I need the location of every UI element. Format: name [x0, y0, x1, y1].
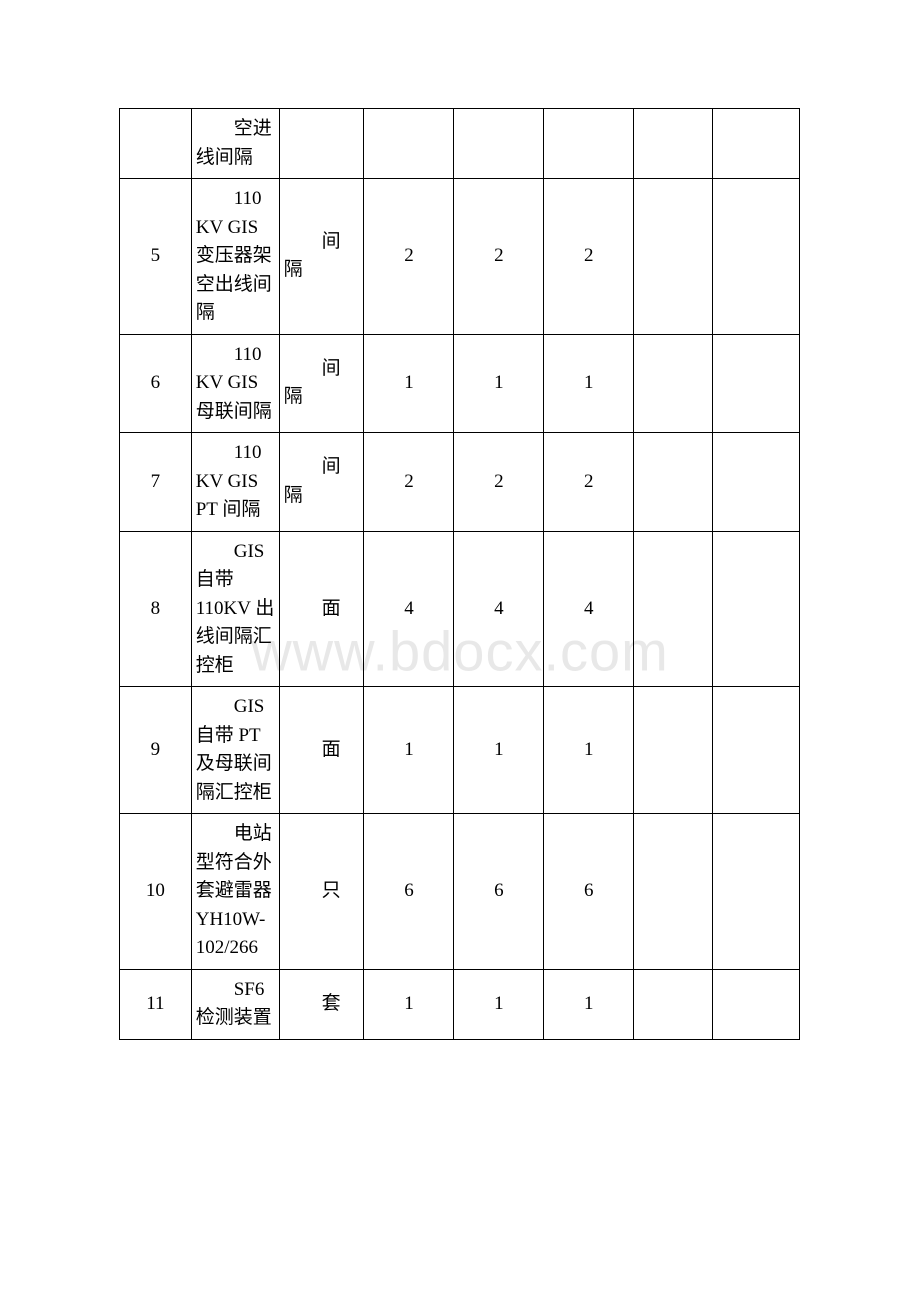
cell-v3: 2	[544, 433, 634, 532]
cell-num: 6	[120, 334, 192, 433]
table-row: 6 110KV GIS 母联间隔 间隔 1 1 1	[120, 334, 800, 433]
cell-v1	[364, 109, 454, 179]
equipment-table: 空进线间隔 5 110KV GIS 变压器架空出线间隔 间隔 2 2 2	[119, 108, 800, 1040]
cell-num: 7	[120, 433, 192, 532]
cell-v2: 2	[454, 179, 544, 335]
cell-desc: 空进线间隔	[191, 109, 279, 179]
cell-num: 8	[120, 531, 192, 687]
cell-v1: 2	[364, 179, 454, 335]
table-row: 7 110KV GIS PT 间隔 间隔 2 2 2	[120, 433, 800, 532]
cell-b2	[713, 969, 800, 1039]
cell-num: 5	[120, 179, 192, 335]
cell-v1: 2	[364, 433, 454, 532]
table-row: 11 SF6 检测装置 套 1 1 1	[120, 969, 800, 1039]
cell-v3: 4	[544, 531, 634, 687]
cell-desc: GIS 自带 110KV 出线间隔汇控柜	[191, 531, 279, 687]
cell-b1	[634, 814, 713, 970]
cell-v1: 1	[364, 687, 454, 814]
table-row: 9 GIS 自带 PT 及母联间隔汇控柜 面 1 1 1	[120, 687, 800, 814]
table-row: 空进线间隔	[120, 109, 800, 179]
table-row: 10 电站型符合外套避雷器 YH10W-102/266 只 6 6 6	[120, 814, 800, 970]
cell-v2: 1	[454, 334, 544, 433]
cell-b1	[634, 433, 713, 532]
cell-desc: 电站型符合外套避雷器 YH10W-102/266	[191, 814, 279, 970]
cell-unit: 面	[279, 687, 364, 814]
cell-v2: 1	[454, 687, 544, 814]
cell-v2: 4	[454, 531, 544, 687]
cell-num: 9	[120, 687, 192, 814]
cell-v1: 1	[364, 334, 454, 433]
cell-unit: 间隔	[279, 179, 364, 335]
cell-num: 10	[120, 814, 192, 970]
cell-desc: SF6 检测装置	[191, 969, 279, 1039]
cell-b1	[634, 179, 713, 335]
cell-desc: 110KV GIS 变压器架空出线间隔	[191, 179, 279, 335]
cell-num: 11	[120, 969, 192, 1039]
cell-v1: 1	[364, 969, 454, 1039]
cell-v3: 1	[544, 334, 634, 433]
cell-v1: 4	[364, 531, 454, 687]
table-body: 空进线间隔 5 110KV GIS 变压器架空出线间隔 间隔 2 2 2	[120, 109, 800, 1040]
cell-unit: 面	[279, 531, 364, 687]
cell-v3: 6	[544, 814, 634, 970]
table-row: 8 GIS 自带 110KV 出线间隔汇控柜 面 4 4 4	[120, 531, 800, 687]
table-row: 5 110KV GIS 变压器架空出线间隔 间隔 2 2 2	[120, 179, 800, 335]
cell-unit: 间隔	[279, 334, 364, 433]
cell-v3	[544, 109, 634, 179]
data-table-container: 空进线间隔 5 110KV GIS 变压器架空出线间隔 间隔 2 2 2	[119, 108, 800, 1040]
cell-b2	[713, 687, 800, 814]
cell-v3: 2	[544, 179, 634, 335]
cell-v2: 2	[454, 433, 544, 532]
cell-v2: 6	[454, 814, 544, 970]
cell-desc: 110KV GIS 母联间隔	[191, 334, 279, 433]
cell-unit: 间隔	[279, 433, 364, 532]
cell-unit	[279, 109, 364, 179]
cell-b1	[634, 969, 713, 1039]
document-page: www.bdocx.com 空进线间隔 5 110KV GIS 变压器架空出线间…	[0, 0, 920, 1302]
cell-unit: 套	[279, 969, 364, 1039]
cell-b2	[713, 814, 800, 970]
cell-b1	[634, 109, 713, 179]
cell-b2	[713, 531, 800, 687]
cell-b1	[634, 334, 713, 433]
cell-b1	[634, 531, 713, 687]
cell-v3: 1	[544, 687, 634, 814]
cell-desc: 110KV GIS PT 间隔	[191, 433, 279, 532]
cell-num	[120, 109, 192, 179]
cell-v2	[454, 109, 544, 179]
cell-v2: 1	[454, 969, 544, 1039]
cell-b2	[713, 334, 800, 433]
cell-v3: 1	[544, 969, 634, 1039]
cell-b2	[713, 179, 800, 335]
cell-desc: GIS 自带 PT 及母联间隔汇控柜	[191, 687, 279, 814]
cell-v1: 6	[364, 814, 454, 970]
cell-unit: 只	[279, 814, 364, 970]
cell-b2	[713, 109, 800, 179]
cell-b2	[713, 433, 800, 532]
cell-b1	[634, 687, 713, 814]
